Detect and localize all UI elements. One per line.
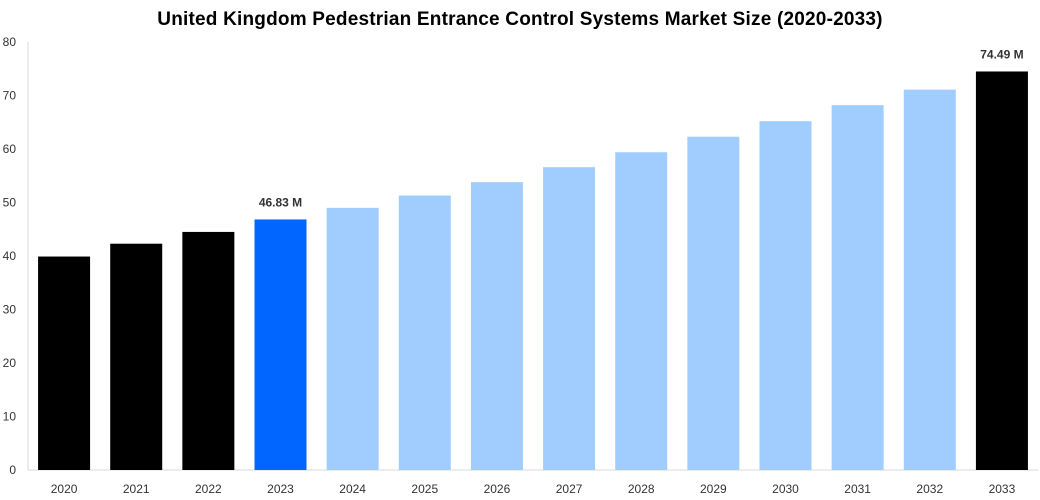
x-tick-label: 2031 — [844, 482, 871, 496]
bar-2025 — [398, 195, 451, 471]
bar-2030 — [759, 121, 812, 471]
y-tick-label: 20 — [3, 356, 17, 370]
x-tick-label: 2021 — [123, 482, 150, 496]
bar-2023 — [254, 219, 307, 470]
x-tick-label: 2029 — [700, 482, 727, 496]
y-tick-label: 10 — [3, 410, 17, 424]
bar-2032 — [903, 89, 956, 471]
bar-2020 — [38, 256, 91, 470]
bar-2033 — [975, 71, 1028, 470]
x-tick-label: 2023 — [267, 482, 294, 496]
x-tick-label: 2022 — [195, 482, 222, 496]
y-tick-label: 60 — [3, 142, 17, 156]
bar-2026 — [470, 182, 523, 471]
x-tick-label: 2024 — [339, 482, 366, 496]
bar-2024 — [326, 207, 379, 470]
x-tick-label: 2033 — [989, 482, 1016, 496]
x-tick-label: 2027 — [556, 482, 583, 496]
data-label: 46.83 M — [259, 195, 302, 209]
y-tick-label: 50 — [3, 196, 17, 210]
bar-2031 — [831, 105, 884, 470]
data-label: 74.49 M — [980, 47, 1023, 61]
x-tick-label: 2028 — [628, 482, 655, 496]
x-tick-label: 2032 — [916, 482, 943, 496]
x-tick-label: 2025 — [411, 482, 438, 496]
y-tick-label: 30 — [3, 303, 17, 317]
x-tick-label: 2030 — [772, 482, 799, 496]
bar-2021 — [110, 243, 163, 470]
y-tick-label: 80 — [3, 35, 17, 49]
bar-2022 — [182, 231, 235, 470]
bar-2028 — [615, 152, 668, 470]
y-tick-label: 0 — [9, 463, 16, 477]
chart-title: United Kingdom Pedestrian Entrance Contr… — [157, 9, 883, 30]
y-tick-label: 40 — [3, 249, 17, 263]
x-tick-label: 2020 — [51, 482, 78, 496]
y-tick-label: 70 — [3, 89, 17, 103]
bar-2029 — [687, 136, 740, 470]
bar-2027 — [543, 167, 596, 470]
x-tick-label: 2026 — [484, 482, 511, 496]
